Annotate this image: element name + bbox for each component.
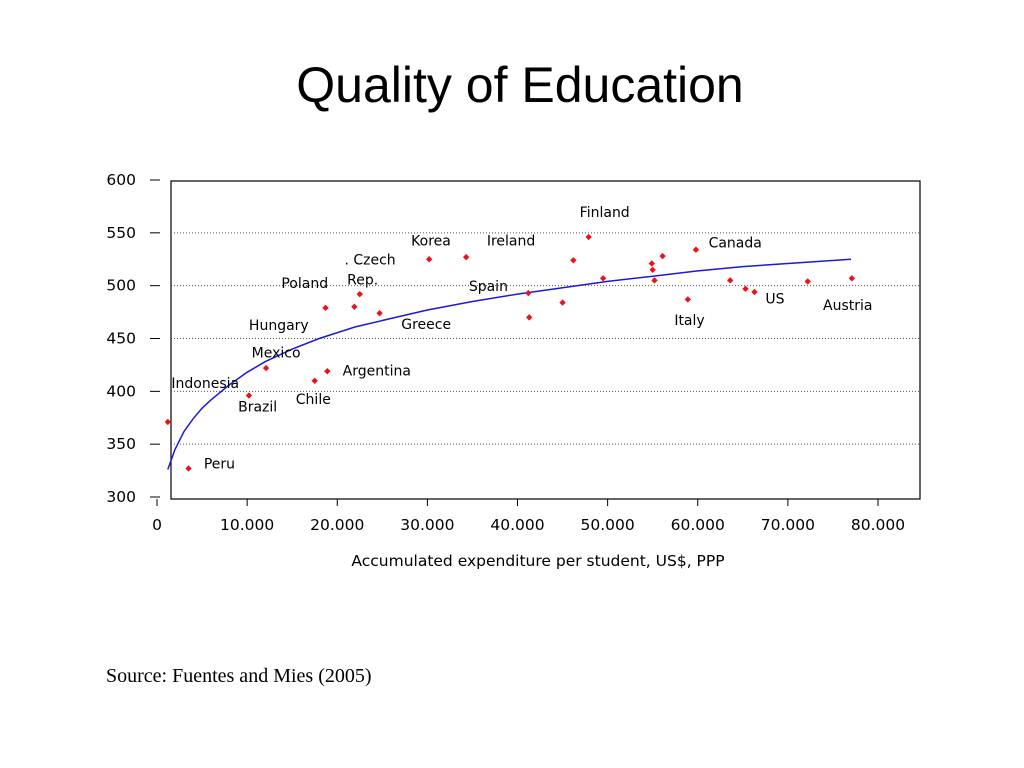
data-point (804, 278, 811, 285)
data-point (164, 418, 172, 426)
page-title: Quality of Education (296, 57, 744, 113)
x-tick-label: 10.000 (220, 516, 274, 534)
axes: 300 350 400 450 500 550 600 0 10.000 20.000 30.000… (106, 171, 905, 534)
point-label: Canada (709, 236, 762, 252)
data-point (599, 275, 607, 282)
grid-lines (171, 232, 920, 445)
plot-frame (170, 180, 921, 500)
data-point (684, 296, 692, 303)
data-point (324, 368, 331, 375)
data-point (692, 246, 700, 253)
trend-line-layer (167, 258, 852, 470)
data-point (848, 275, 856, 282)
y-tick-label: 550 (106, 224, 136, 242)
x-tick-label: 0 (152, 516, 162, 534)
point-label: Finland (580, 205, 630, 221)
point-labels: Peru Indonesia Brazil Mexico Chile Argentina H… (171, 205, 872, 472)
data-point (648, 260, 655, 267)
data-point (462, 253, 470, 261)
data-point (262, 364, 270, 372)
data-point (376, 309, 383, 317)
data-point (742, 285, 749, 293)
x-tick-label: 30.000 (400, 516, 454, 534)
point-label: Mexico (252, 346, 301, 362)
point-label: Austria (823, 298, 872, 314)
point-label: Chile (296, 392, 331, 408)
x-tick-label: 50.000 (581, 516, 635, 534)
data-point (356, 290, 363, 298)
y-tick-label: 450 (106, 330, 136, 348)
data-point (245, 392, 253, 399)
data-point (726, 277, 734, 284)
point-label: Argentina (343, 363, 411, 379)
point-label: Rep. (347, 273, 378, 289)
point-label: Brazil (238, 399, 277, 415)
data-point (322, 304, 329, 312)
point-label: Indonesia (171, 376, 239, 392)
data-point (351, 303, 358, 310)
data-point (425, 256, 433, 263)
point-label: Spain (469, 279, 508, 295)
y-tick-label: 350 (106, 435, 136, 453)
point-label: Peru (204, 456, 235, 472)
point-label: Greece (401, 317, 451, 333)
y-tick-label: 500 (106, 277, 136, 295)
point-label: Korea (411, 234, 451, 250)
data-point (311, 377, 318, 384)
data-points (164, 233, 856, 472)
y-tick-label: 300 (106, 488, 136, 506)
x-tick-label: 20.000 (310, 516, 364, 534)
data-point (525, 289, 532, 297)
source-note: Source: Fuentes and Mies (2005) (106, 665, 372, 687)
x-axis-label: Accumulated expenditure per student, US$… (351, 552, 724, 570)
y-tick-label: 400 (106, 382, 136, 400)
point-label: US (765, 292, 784, 308)
data-point (185, 465, 192, 472)
point-label: Hungary (249, 318, 309, 334)
x-tick-label: 80.000 (851, 516, 905, 534)
data-point (649, 266, 656, 274)
data-point (526, 314, 533, 321)
point-label: . Czech (344, 253, 395, 269)
point-label: Ireland (487, 234, 535, 250)
data-point (651, 277, 658, 284)
x-tick-label: 40.000 (490, 516, 544, 534)
data-point (659, 252, 666, 260)
y-tick-label: 600 (106, 171, 136, 189)
x-tick-label: 60.000 (671, 516, 725, 534)
trend-line (167, 258, 852, 470)
data-point (570, 257, 577, 264)
data-point (585, 233, 592, 241)
point-label: Poland (281, 276, 328, 292)
data-point (559, 299, 566, 306)
x-tick-label: 70.000 (761, 516, 815, 534)
data-point (751, 288, 758, 296)
point-label: Italy (674, 313, 704, 329)
